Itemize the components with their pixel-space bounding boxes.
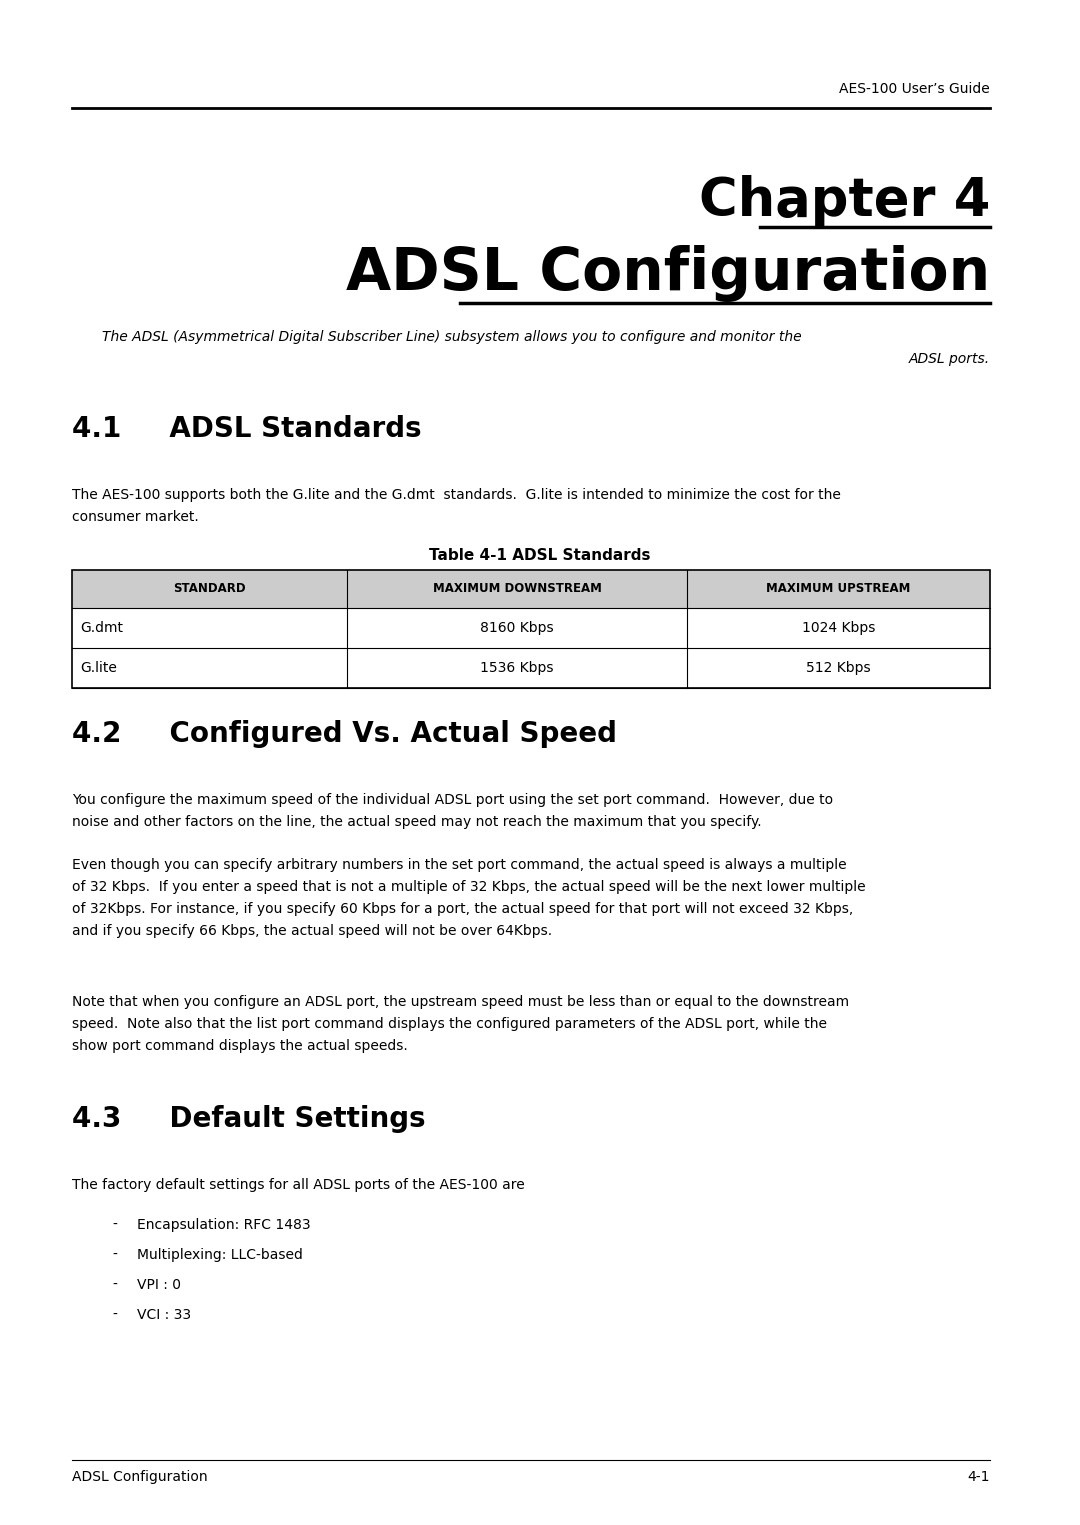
Text: 8160 Kbps: 8160 Kbps	[481, 621, 554, 634]
Text: Note that when you configure an ADSL port, the upstream speed must be less than : Note that when you configure an ADSL por…	[72, 994, 849, 1010]
Text: of 32Kbps. For instance, if you specify 60 Kbps for a port, the actual speed for: of 32Kbps. For instance, if you specify …	[72, 901, 853, 917]
Text: 4.2     Configured Vs. Actual Speed: 4.2 Configured Vs. Actual Speed	[72, 720, 617, 747]
Text: MAXIMUM UPSTREAM: MAXIMUM UPSTREAM	[767, 583, 910, 595]
Text: Table 4-1 ADSL Standards: Table 4-1 ADSL Standards	[429, 547, 651, 563]
Text: ADSL Configuration: ADSL Configuration	[346, 246, 990, 302]
Text: speed.  Note also that the list port command displays the configured parameters : speed. Note also that the list port comm…	[72, 1017, 827, 1031]
Text: and if you specify 66 Kbps, the actual speed will not be over 64Kbps.: and if you specify 66 Kbps, the actual s…	[72, 924, 552, 938]
Text: 4.3     Default Settings: 4.3 Default Settings	[72, 1106, 426, 1133]
Text: ADSL Configuration: ADSL Configuration	[72, 1470, 207, 1484]
Text: The AES-100 supports both the G.lite and the G.dmt  standards.  G.lite is intend: The AES-100 supports both the G.lite and…	[72, 488, 841, 502]
Text: VCI : 33: VCI : 33	[137, 1308, 191, 1322]
Text: Even though you can specify arbitrary numbers in the set port command, the actua: Even though you can specify arbitrary nu…	[72, 859, 847, 872]
Text: AES-100 User’s Guide: AES-100 User’s Guide	[839, 82, 990, 96]
Text: MAXIMUM DOWNSTREAM: MAXIMUM DOWNSTREAM	[433, 583, 602, 595]
Text: 512 Kbps: 512 Kbps	[806, 660, 870, 676]
Text: You configure the maximum speed of the individual ADSL port using the set port c: You configure the maximum speed of the i…	[72, 793, 833, 807]
Text: The factory default settings for all ADSL ports of the AES-100 are: The factory default settings for all ADS…	[72, 1177, 525, 1193]
Text: -: -	[112, 1218, 117, 1232]
Text: of 32 Kbps.  If you enter a speed that is not a multiple of 32 Kbps, the actual : of 32 Kbps. If you enter a speed that is…	[72, 880, 866, 894]
Text: The ADSL (Asymmetrical Digital Subscriber Line) subsystem allows you to configur: The ADSL (Asymmetrical Digital Subscribe…	[102, 329, 801, 345]
Text: VPI : 0: VPI : 0	[137, 1278, 181, 1292]
Text: Chapter 4: Chapter 4	[699, 175, 990, 227]
Bar	[72, 570, 990, 608]
Text: Multiplexing: LLC-based: Multiplexing: LLC-based	[137, 1247, 302, 1263]
Text: Encapsulation: RFC 1483: Encapsulation: RFC 1483	[137, 1218, 311, 1232]
Text: -: -	[112, 1308, 117, 1322]
Text: -: -	[112, 1278, 117, 1292]
Text: 1536 Kbps: 1536 Kbps	[481, 660, 554, 676]
Text: 4-1: 4-1	[968, 1470, 990, 1484]
Text: 1024 Kbps: 1024 Kbps	[801, 621, 875, 634]
Text: consumer market.: consumer market.	[72, 509, 199, 525]
Text: 4.1     ADSL Standards: 4.1 ADSL Standards	[72, 415, 421, 442]
Text: noise and other factors on the line, the actual speed may not reach the maximum : noise and other factors on the line, the…	[72, 814, 761, 830]
Text: ADSL ports.: ADSL ports.	[909, 352, 990, 366]
Bar	[72, 570, 990, 688]
Text: STANDARD: STANDARD	[174, 583, 246, 595]
Text: show port command displays the actual speeds.: show port command displays the actual sp…	[72, 1039, 408, 1052]
Text: -: -	[112, 1247, 117, 1263]
Text: G.dmt: G.dmt	[80, 621, 123, 634]
Text: G.lite: G.lite	[80, 660, 117, 676]
